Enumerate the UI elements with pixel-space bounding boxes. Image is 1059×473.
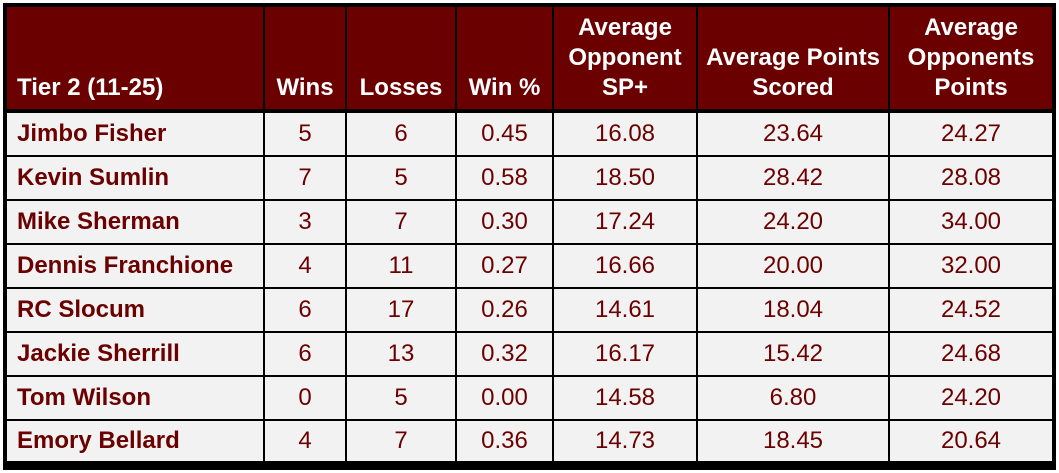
cell-losses: 5	[347, 377, 457, 421]
table-row: Tom Wilson 0 5 0.00 14.58 6.80 24.20	[3, 377, 1056, 421]
cell-coach-name: Tom Wilson	[3, 377, 265, 421]
cell-coach-name: Kevin Sumlin	[3, 157, 265, 201]
cell-coach-name: Jimbo Fisher	[3, 113, 265, 157]
header-row: Tier 2 (11-25) Wins Losses Win % Average…	[3, 3, 1056, 113]
cell-wins: 0	[265, 377, 347, 421]
cell-wins: 6	[265, 333, 347, 377]
cell-avg-points-scored: 18.45	[698, 421, 890, 465]
coaches-table-container: Tier 2 (11-25) Wins Losses Win % Average…	[3, 3, 1056, 470]
cell-avg-points-scored: 20.00	[698, 245, 890, 289]
cell-win-pct: 0.45	[457, 113, 554, 157]
table-row: Kevin Sumlin 7 5 0.58 18.50 28.42 28.08	[3, 157, 1056, 201]
cell-win-pct: 0.30	[457, 201, 554, 245]
cell-wins: 4	[265, 421, 347, 465]
cell-avg-opponents-points: 24.27	[890, 113, 1056, 157]
cell-avg-opponents-points: 24.20	[890, 377, 1056, 421]
header-avg-points-scored: Average Points Scored	[698, 3, 890, 113]
cell-coach-name: RC Slocum	[3, 289, 265, 333]
cell-wins: 3	[265, 201, 347, 245]
cell-avg-points-scored: 6.80	[698, 377, 890, 421]
cell-win-pct: 0.58	[457, 157, 554, 201]
table-body: Jimbo Fisher 5 6 0.45 16.08 23.64 24.27 Kevin S…	[3, 113, 1056, 465]
cell-avg-points-scored: 15.42	[698, 333, 890, 377]
cell-win-pct: 0.32	[457, 333, 554, 377]
cell-win-pct: 0.27	[457, 245, 554, 289]
cell-avg-opponents-points: 34.00	[890, 201, 1056, 245]
cell-win-pct: 0.26	[457, 289, 554, 333]
header-losses: Losses	[347, 3, 457, 113]
cell-avg-points-scored: 24.20	[698, 201, 890, 245]
table-row: Jimbo Fisher 5 6 0.45 16.08 23.64 24.27	[3, 113, 1056, 157]
cell-avg-points-scored: 23.64	[698, 113, 890, 157]
table-row: Emory Bellard 4 7 0.36 14.73 18.45 20.64	[3, 421, 1056, 465]
cell-avg-opponent-sp: 14.61	[554, 289, 698, 333]
table-row: RC Slocum 6 17 0.26 14.61 18.04 24.52	[3, 289, 1056, 333]
cell-losses: 11	[347, 245, 457, 289]
cell-avg-opponents-points: 24.68	[890, 333, 1056, 377]
table-row: Mike Sherman 3 7 0.30 17.24 24.20 34.00	[3, 201, 1056, 245]
cell-avg-opponent-sp: 14.58	[554, 377, 698, 421]
cell-losses: 5	[347, 157, 457, 201]
cell-coach-name: Jackie Sherrill	[3, 333, 265, 377]
cell-losses: 6	[347, 113, 457, 157]
header-wins: Wins	[265, 3, 347, 113]
cell-wins: 5	[265, 113, 347, 157]
cell-win-pct: 0.00	[457, 377, 554, 421]
cell-avg-opponents-points: 24.52	[890, 289, 1056, 333]
cell-avg-points-scored: 18.04	[698, 289, 890, 333]
cell-coach-name: Mike Sherman	[3, 201, 265, 245]
cell-avg-opponents-points: 32.00	[890, 245, 1056, 289]
cell-losses: 7	[347, 201, 457, 245]
table-row: Jackie Sherrill 6 13 0.32 16.17 15.42 24.68	[3, 333, 1056, 377]
cell-wins: 6	[265, 289, 347, 333]
cell-avg-opponent-sp: 17.24	[554, 201, 698, 245]
table-header: Tier 2 (11-25) Wins Losses Win % Average…	[3, 3, 1056, 113]
cell-avg-opponent-sp: 16.17	[554, 333, 698, 377]
cell-avg-points-scored: 28.42	[698, 157, 890, 201]
cell-win-pct: 0.36	[457, 421, 554, 465]
cell-avg-opponent-sp: 16.66	[554, 245, 698, 289]
cell-avg-opponents-points: 28.08	[890, 157, 1056, 201]
cell-coach-name: Dennis Franchione	[3, 245, 265, 289]
header-tier: Tier 2 (11-25)	[3, 3, 265, 113]
cell-losses: 17	[347, 289, 457, 333]
cell-losses: 13	[347, 333, 457, 377]
table-row: Dennis Franchione 4 11 0.27 16.66 20.00 32.00	[3, 245, 1056, 289]
cell-avg-opponent-sp: 18.50	[554, 157, 698, 201]
header-avg-opponent-sp: Average Opponent SP+	[554, 3, 698, 113]
cell-wins: 4	[265, 245, 347, 289]
header-win-pct: Win %	[457, 3, 554, 113]
cell-wins: 7	[265, 157, 347, 201]
header-avg-opponents-points: Average Opponents Points	[890, 3, 1056, 113]
cell-losses: 7	[347, 421, 457, 465]
coaches-tier-table: Tier 2 (11-25) Wins Losses Win % Average…	[3, 3, 1056, 465]
cell-coach-name: Emory Bellard	[3, 421, 265, 465]
cell-avg-opponent-sp: 14.73	[554, 421, 698, 465]
cell-avg-opponent-sp: 16.08	[554, 113, 698, 157]
cell-avg-opponents-points: 20.64	[890, 421, 1056, 465]
